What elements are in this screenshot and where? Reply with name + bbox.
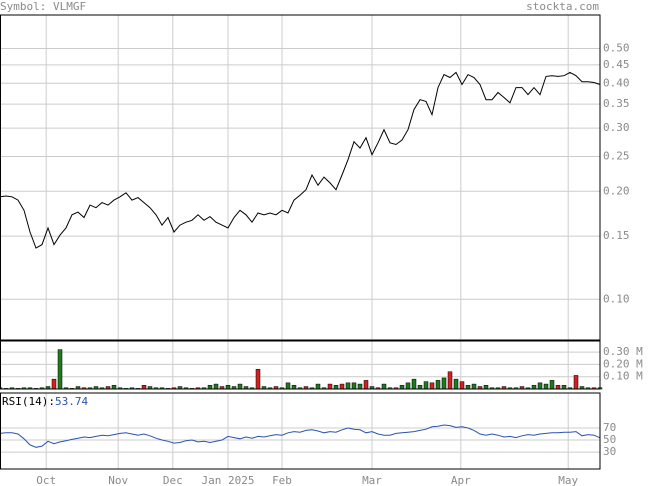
price-line — [0, 424, 601, 448]
volume-bar — [483, 385, 489, 390]
y-tick-label: 0.40 — [603, 76, 630, 89]
volume-bar — [237, 383, 243, 390]
y-tick-label: 0.10 M — [603, 370, 643, 383]
volume-bar — [429, 382, 435, 390]
volume-bar — [351, 382, 357, 390]
volume-bar — [141, 385, 147, 390]
y-tick-label: 70 — [603, 421, 616, 434]
volume-bar — [537, 382, 543, 390]
volume-bar — [381, 383, 387, 390]
volume-bar — [555, 385, 561, 390]
volume-bar — [57, 349, 63, 390]
y-tick-label: 0.30 M — [603, 345, 643, 358]
x-tick-label: Apr — [451, 474, 471, 486]
volume-bar — [255, 369, 261, 390]
volume-bar — [441, 377, 447, 390]
y-tick-label: 50 — [603, 433, 616, 446]
y-tick-label: 0.45 — [603, 58, 630, 71]
volume-bar — [225, 385, 231, 390]
y-tick-label: 0.25 — [603, 150, 630, 163]
volume-bar — [285, 382, 291, 390]
y-tick-label: 0.50 — [603, 42, 630, 55]
price-line — [0, 71, 601, 249]
volume-bar — [399, 385, 405, 390]
volume-bar — [453, 378, 459, 390]
y-tick-label: 0.30 — [603, 121, 630, 134]
y-tick-label: 0.15 — [603, 229, 630, 242]
volume-bar — [339, 383, 345, 390]
rsi-label: RSI(14): — [2, 395, 55, 408]
volume-bar — [411, 378, 417, 390]
y-tick-label: 0.35 — [603, 97, 630, 110]
panel-frame — [0, 340, 601, 390]
x-tick-label: Feb — [272, 474, 292, 486]
x-tick-label: Jan 2025 — [202, 474, 255, 486]
volume-bar — [459, 381, 465, 390]
volume-bar — [333, 385, 339, 390]
volume-bar — [561, 385, 567, 390]
volume-bar — [363, 380, 369, 390]
volume-bar — [549, 380, 555, 390]
volume-bar — [51, 378, 57, 390]
y-tick-label: 0.10 — [603, 292, 630, 305]
x-tick-label: Nov — [108, 474, 128, 486]
y-tick-label: 30 — [603, 445, 616, 458]
x-tick-label: Mar — [362, 474, 382, 486]
x-tick-label: May — [558, 474, 578, 486]
volume-bar — [447, 371, 453, 390]
volume-bar — [357, 383, 363, 390]
panel-frame — [0, 392, 601, 470]
volume-bar — [327, 383, 333, 390]
x-tick-label: Dec — [163, 474, 183, 486]
volume-bar — [111, 385, 117, 390]
volume-bar — [315, 383, 321, 390]
volume-bar — [213, 383, 219, 390]
volume-bar — [345, 382, 351, 390]
volume-bar — [471, 383, 477, 390]
y-tick-label: 0.20 — [603, 184, 630, 197]
volume-bar — [423, 381, 429, 390]
volume-bar — [417, 385, 423, 390]
y-tick-label: 0.20 M — [603, 357, 643, 370]
symbol: Symbol: VLMGF — [0, 0, 86, 13]
volume-bar — [531, 385, 537, 390]
site: stockta.com — [526, 0, 599, 13]
x-tick-label: Oct — [36, 474, 56, 486]
volume-bar — [573, 375, 579, 390]
volume-bar — [405, 382, 411, 390]
volume-bar — [207, 385, 213, 390]
volume-bar — [465, 385, 471, 390]
volume-bar — [435, 380, 441, 390]
rsi-value: 53.74 — [55, 395, 88, 408]
volume-bar — [543, 383, 549, 390]
panel-frame — [0, 14, 601, 341]
volume-bar — [291, 385, 297, 390]
